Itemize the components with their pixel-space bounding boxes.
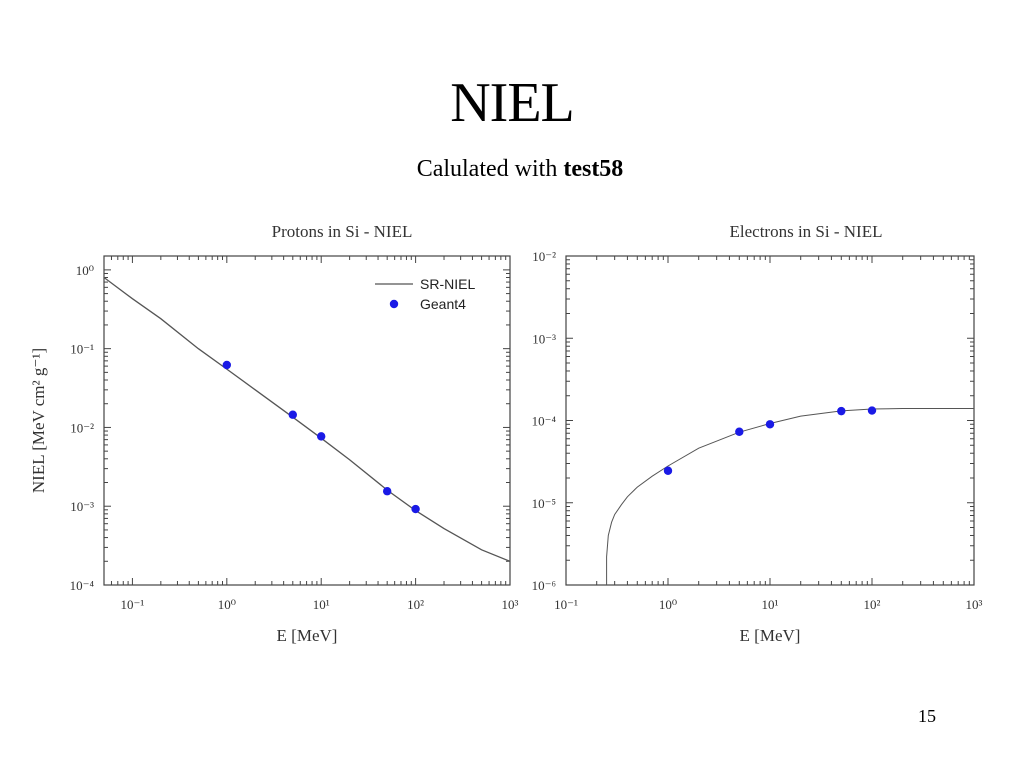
x-tick-label: 10² xyxy=(864,597,881,612)
data-point xyxy=(867,406,877,415)
x-tick-label: 10⁰ xyxy=(659,597,677,612)
y-tick-label: 10⁻⁴ xyxy=(532,414,557,429)
legend-point-swatch xyxy=(389,299,399,309)
data-point xyxy=(765,420,775,429)
data-point xyxy=(837,406,846,416)
series-line xyxy=(606,408,974,585)
y-axis-label: NIEL [MeV cm² g⁻¹] xyxy=(29,348,48,493)
x-tick-label: 10⁻¹ xyxy=(121,597,145,612)
data-point xyxy=(411,504,420,514)
y-tick-label: 10⁰ xyxy=(76,263,94,278)
x-tick-label: 10¹ xyxy=(762,597,779,612)
y-tick-label: 10⁻² xyxy=(532,249,556,264)
data-point xyxy=(663,466,673,475)
x-tick-label: 10² xyxy=(407,597,424,612)
data-point xyxy=(735,427,744,436)
subtitle-bold: test58 xyxy=(563,156,624,182)
chart-1: 10⁻¹ 10⁰ 10¹ 10² 10³ 10⁻⁶ 10⁻⁵ 10⁻⁴ 10⁻³ 10⁻² Elec… xyxy=(532,222,983,645)
chart-0: 10⁻¹ 10⁰ 10¹ 10² 10³ 10⁻⁴ 10⁻³ 10⁻² 10⁻¹ 10⁰ Proto… xyxy=(29,222,519,645)
y-tick-label: 10⁻⁵ xyxy=(532,496,556,511)
chart-title: Electrons in Si - NIEL xyxy=(730,222,883,241)
chart-title: Protons in Si - NIEL xyxy=(272,222,413,241)
data-point xyxy=(317,432,326,441)
data-point xyxy=(222,360,232,370)
y-tick-label: 10⁻¹ xyxy=(70,342,94,357)
y-tick-label: 10⁻² xyxy=(70,420,94,435)
legend-label: Geant4 xyxy=(420,296,466,312)
y-tick-label: 10⁻⁴ xyxy=(70,578,95,593)
x-tick-label: 10⁰ xyxy=(218,597,236,612)
subtitle-prefix: Calulated with xyxy=(416,156,564,182)
y-tick-label: 10⁻⁶ xyxy=(532,578,556,593)
series-line xyxy=(104,276,510,562)
y-tick-label: 10⁻³ xyxy=(532,331,556,346)
slide-title: NIEL xyxy=(450,72,575,134)
slide-subtitle: Calulated with test58 xyxy=(0,154,1024,184)
x-tick-label: 10³ xyxy=(502,597,519,612)
page-number: 15 xyxy=(918,706,936,726)
x-tick-label: 10⁻¹ xyxy=(554,597,578,612)
data-point xyxy=(288,410,297,419)
x-axis-label: E [MeV] xyxy=(740,626,801,645)
data-point xyxy=(382,487,392,496)
x-tick-label: 10³ xyxy=(966,597,983,612)
x-tick-label: 10¹ xyxy=(313,597,330,612)
x-axis-label: E [MeV] xyxy=(277,626,338,645)
y-tick-label: 10⁻³ xyxy=(70,499,94,514)
legend-label: SR-NIEL xyxy=(420,276,475,292)
